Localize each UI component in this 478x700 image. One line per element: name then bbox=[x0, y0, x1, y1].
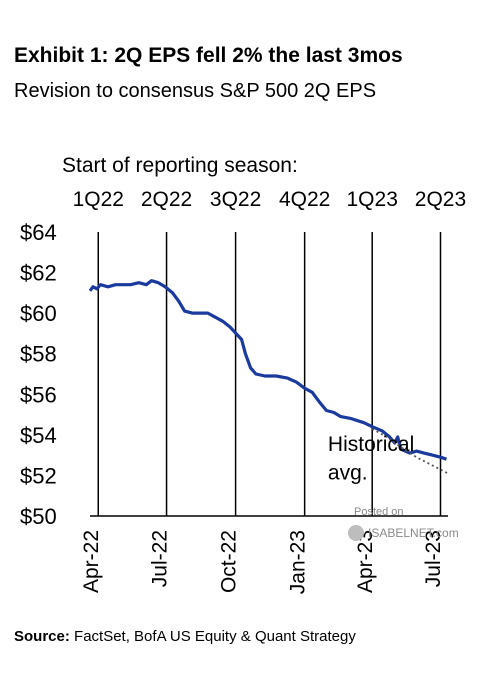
y-tick-label: $64 bbox=[20, 220, 57, 245]
x-tick-label: Apr-23 bbox=[354, 530, 377, 593]
x-tick-label: Apr-22 bbox=[80, 530, 103, 593]
season-marker-label: 3Q22 bbox=[210, 188, 261, 211]
eps-revision-line bbox=[88, 279, 448, 461]
y-tick-label: $56 bbox=[20, 382, 57, 407]
x-tick-label: Oct-22 bbox=[217, 530, 240, 593]
x-tick-label: Jul-23 bbox=[422, 530, 445, 587]
season-marker-label: 1Q22 bbox=[73, 188, 124, 211]
y-tick-label: $62 bbox=[20, 261, 57, 286]
y-tick-label: $60 bbox=[20, 301, 57, 326]
x-tick-label: Jan-23 bbox=[286, 530, 309, 594]
watermark-line2: ISABELNET.com bbox=[368, 526, 459, 540]
chart-title: Exhibit 1: 2Q EPS fell 2% the last 3mos bbox=[14, 44, 403, 67]
historical-avg-annotation: Historical bbox=[328, 433, 414, 456]
x-tick-label: Jul-22 bbox=[148, 530, 171, 587]
isabelnet-watermark: Posted on ISABELNET.com bbox=[348, 506, 459, 541]
source-label: Source: bbox=[14, 628, 70, 645]
season-marker-label: 2Q23 bbox=[415, 188, 466, 211]
source-note: Source: FactSet, BofA US Equity & Quant … bbox=[14, 628, 356, 645]
season-marker-label: 1Q23 bbox=[347, 188, 398, 211]
season-marker-label: 2Q22 bbox=[141, 188, 192, 211]
y-tick-label: $50 bbox=[20, 504, 57, 529]
season-marker-label: 4Q22 bbox=[279, 188, 330, 211]
eps-revision-chart: Start of reporting season: 1Q22 2Q22 3Q22 4… bbox=[20, 154, 466, 594]
y-tick-label: $58 bbox=[20, 342, 57, 367]
y-tick-label: $52 bbox=[20, 463, 57, 488]
historical-avg-annotation: avg. bbox=[328, 461, 368, 484]
watermark-line1: Posted on bbox=[354, 506, 404, 518]
source-text: FactSet, BofA US Equity & Quant Strategy bbox=[69, 628, 356, 645]
watermark-logo-icon bbox=[348, 525, 364, 541]
y-tick-label: $54 bbox=[20, 423, 57, 448]
season-annotation-title: Start of reporting season: bbox=[62, 154, 298, 177]
chart-subtitle: Revision to consensus S&P 500 2Q EPS bbox=[14, 80, 377, 102]
